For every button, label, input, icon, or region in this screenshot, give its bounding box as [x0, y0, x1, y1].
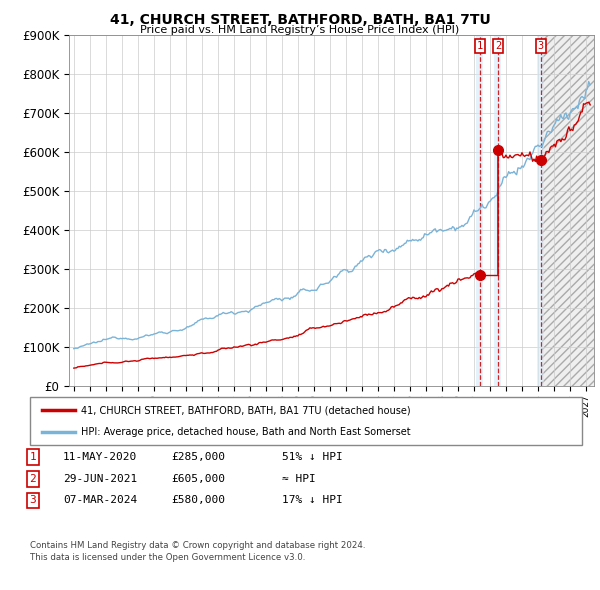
Text: 2: 2 [29, 474, 37, 484]
Text: 1: 1 [477, 41, 483, 51]
Text: Price paid vs. HM Land Registry’s House Price Index (HPI): Price paid vs. HM Land Registry’s House … [140, 25, 460, 35]
Text: 3: 3 [29, 496, 37, 505]
Text: 51% ↓ HPI: 51% ↓ HPI [282, 453, 343, 462]
Bar [542, 35, 594, 386]
Text: 41, CHURCH STREET, BATHFORD, BATH, BA1 7TU (detached house): 41, CHURCH STREET, BATHFORD, BATH, BA1 7… [81, 405, 410, 415]
Bar [494, 35, 502, 386]
Text: HPI: Average price, detached house, Bath and North East Somerset: HPI: Average price, detached house, Bath… [81, 427, 410, 437]
Text: 2: 2 [495, 41, 501, 51]
Bar [476, 35, 484, 386]
Bar [542, 35, 594, 386]
Text: 11-MAY-2020: 11-MAY-2020 [63, 453, 137, 462]
Text: 29-JUN-2021: 29-JUN-2021 [63, 474, 137, 484]
Text: Contains HM Land Registry data © Crown copyright and database right 2024.: Contains HM Land Registry data © Crown c… [30, 541, 365, 550]
Text: £580,000: £580,000 [171, 496, 225, 505]
Text: £605,000: £605,000 [171, 474, 225, 484]
Text: £285,000: £285,000 [171, 453, 225, 462]
Text: 07-MAR-2024: 07-MAR-2024 [63, 496, 137, 505]
Bar [538, 35, 544, 386]
Text: ≈ HPI: ≈ HPI [282, 474, 316, 484]
Text: This data is licensed under the Open Government Licence v3.0.: This data is licensed under the Open Gov… [30, 553, 305, 562]
Text: 1: 1 [29, 453, 37, 462]
Text: 41, CHURCH STREET, BATHFORD, BATH, BA1 7TU: 41, CHURCH STREET, BATHFORD, BATH, BA1 7… [110, 13, 490, 27]
Text: 3: 3 [538, 41, 544, 51]
Text: 17% ↓ HPI: 17% ↓ HPI [282, 496, 343, 505]
